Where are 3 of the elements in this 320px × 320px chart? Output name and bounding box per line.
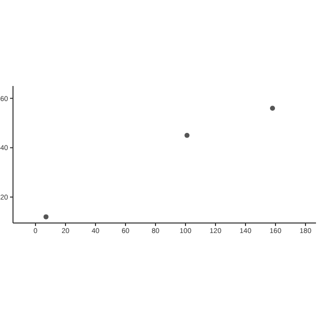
point bbox=[184, 132, 190, 138]
point bbox=[270, 106, 275, 111]
point bbox=[44, 214, 48, 220]
